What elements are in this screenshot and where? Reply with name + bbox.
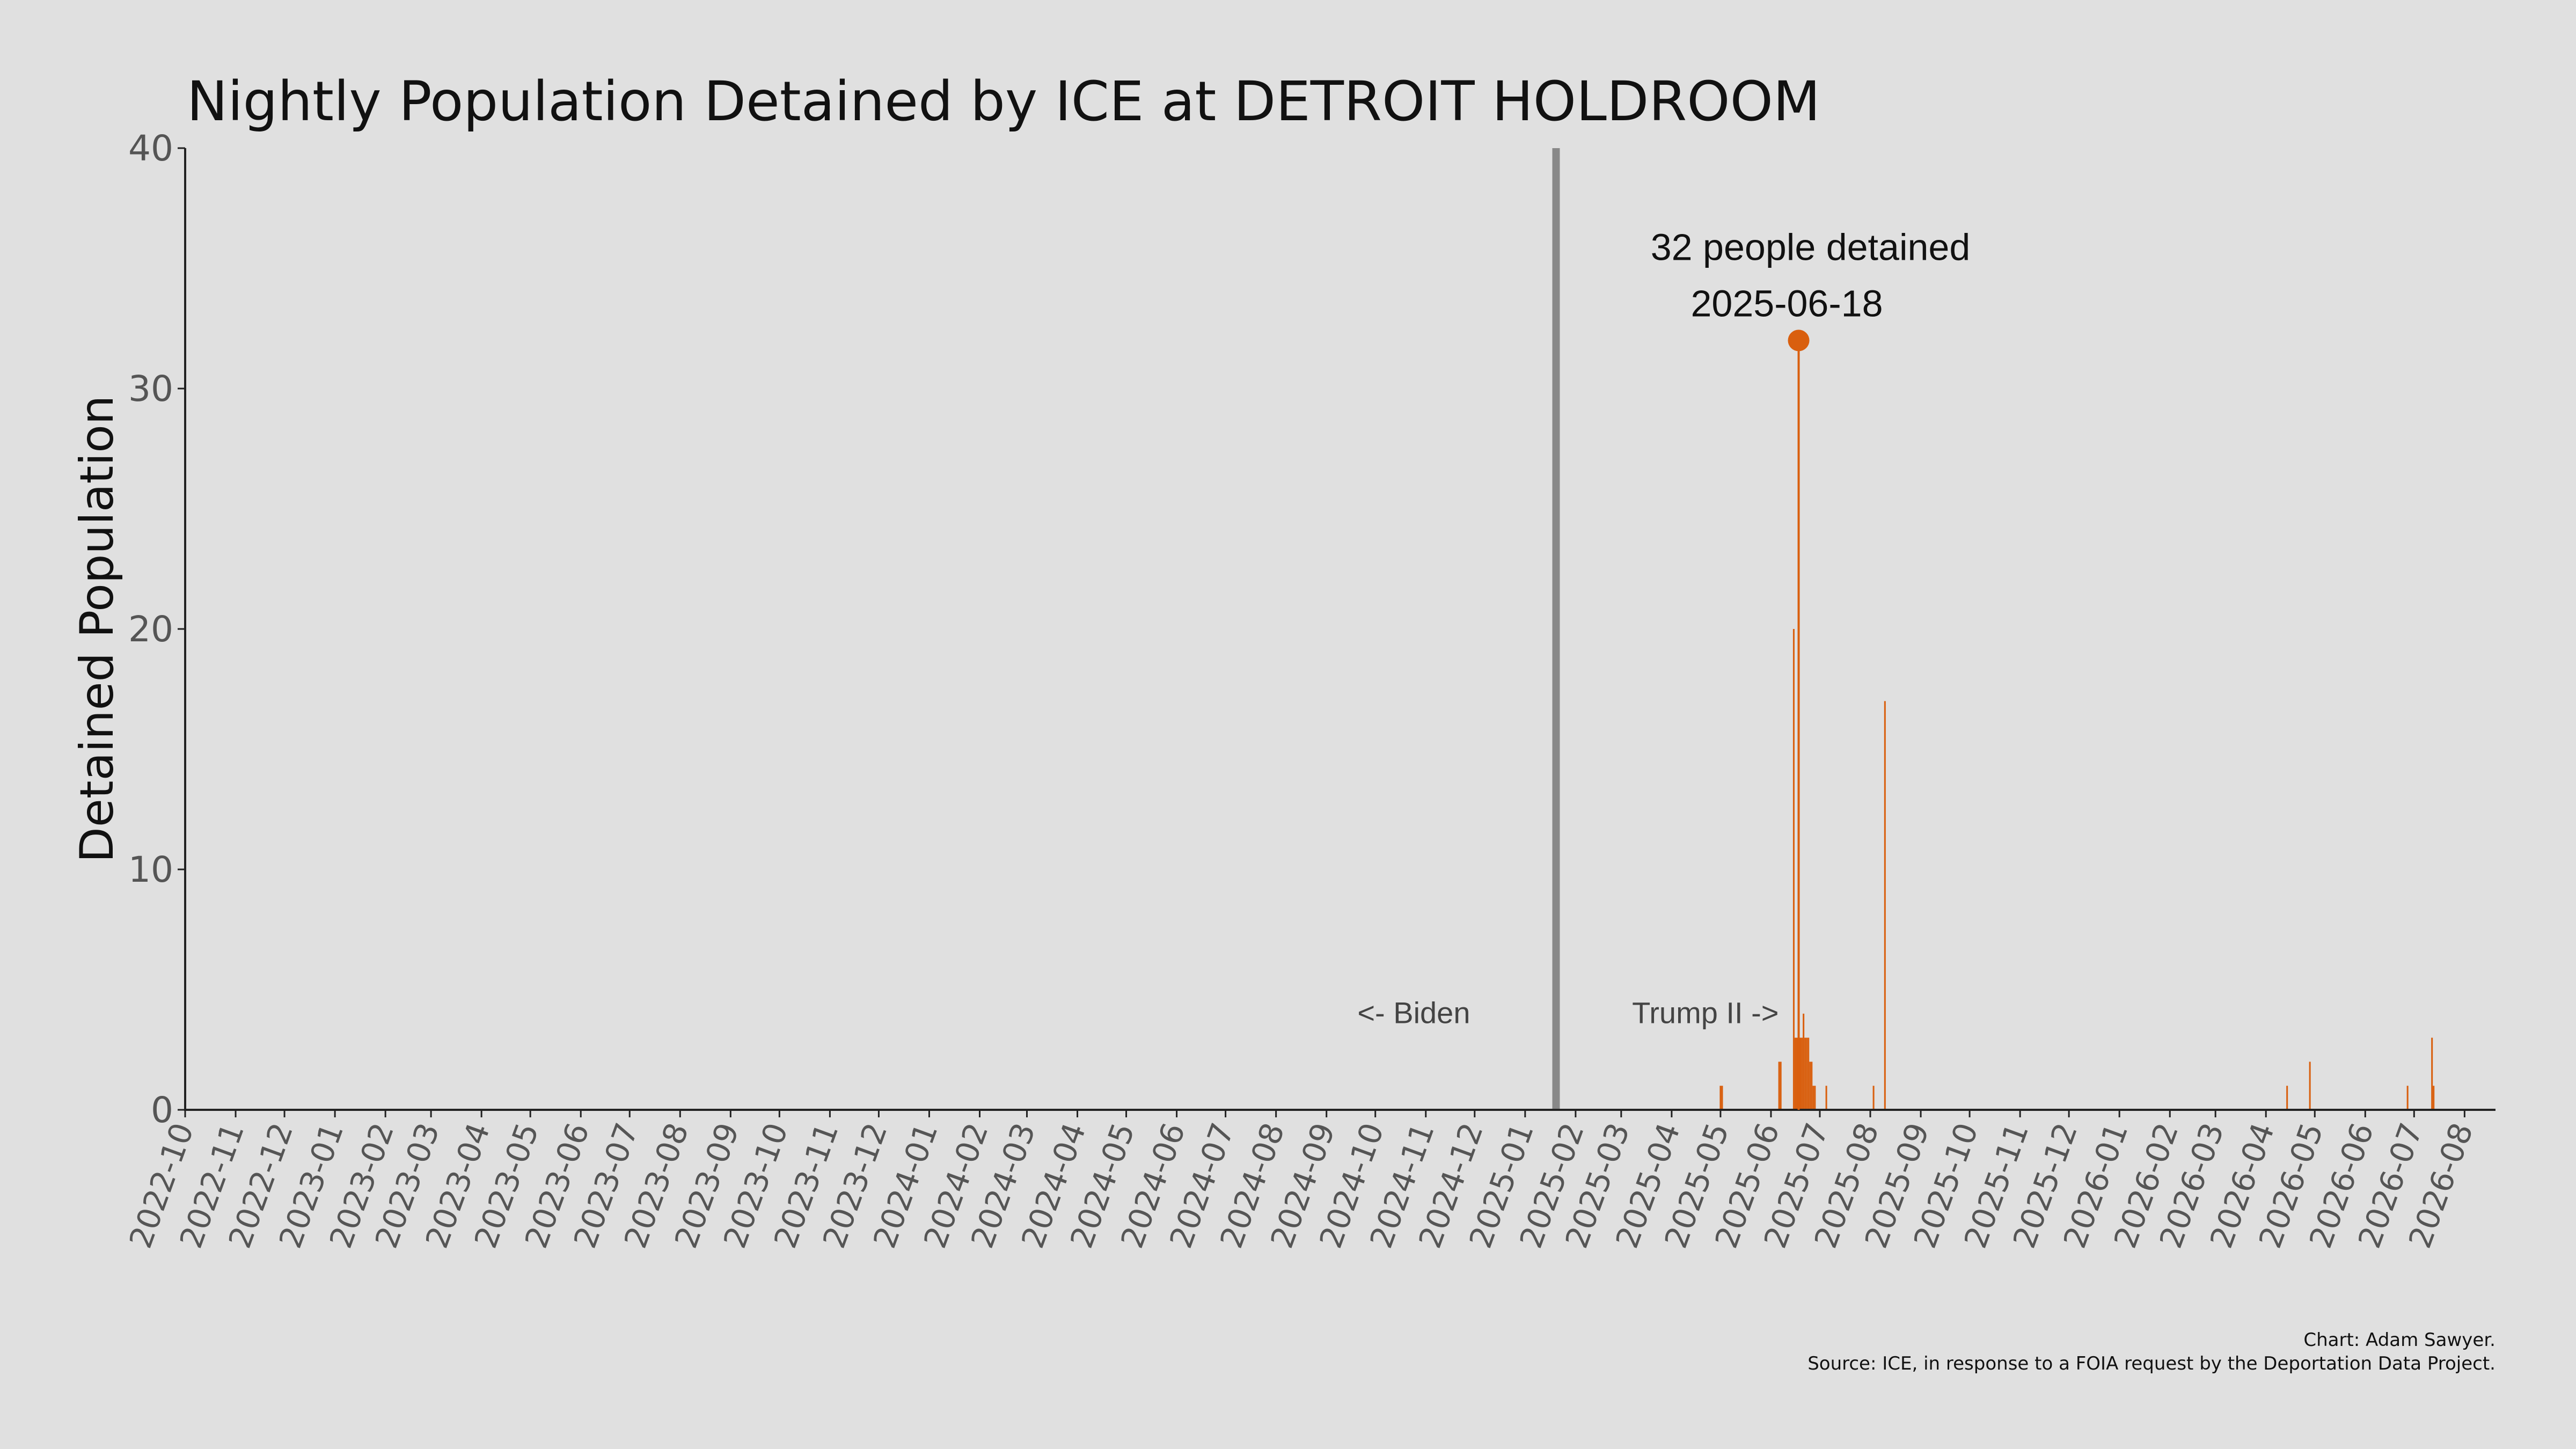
bar — [2433, 1086, 2435, 1110]
bar — [1796, 1037, 1798, 1110]
bar — [1804, 1037, 1806, 1110]
caption-author: Chart: Adam Sawyer. — [2303, 1329, 2496, 1351]
bar — [1801, 1037, 1803, 1110]
bar — [2406, 1086, 2409, 1110]
y-tick-label: 0 — [151, 1089, 173, 1131]
bar — [1825, 1086, 1827, 1110]
x-axis-ticks: 2022-102022-112022-122023-012023-022023-… — [122, 1110, 2480, 1253]
bar — [2286, 1086, 2288, 1110]
bar — [1807, 1037, 1810, 1110]
y-axis-label: Detained Population — [70, 396, 124, 863]
bar — [1719, 1086, 1722, 1110]
peak-marker — [1788, 330, 1810, 352]
bar — [1792, 629, 1795, 1110]
biden-era-label: <- Biden — [1357, 996, 1470, 1030]
y-tick-label: 20 — [128, 609, 173, 650]
trump-era-label: Trump II -> — [1632, 996, 1779, 1030]
caption-source: Source: ICE, in response to a FOIA reque… — [1807, 1353, 2496, 1374]
bar — [1884, 701, 1886, 1110]
bar — [1799, 1037, 1802, 1110]
bar — [1809, 1062, 1811, 1110]
bar — [1794, 1037, 1796, 1110]
peak-annotation-count: 32 people detained — [1651, 226, 1971, 268]
y-tick-label: 30 — [128, 368, 173, 409]
y-tick-label: 10 — [128, 849, 173, 890]
bar — [1803, 1013, 1805, 1110]
y-axis-ticks: 0 10 20 30 40 — [128, 128, 185, 1131]
y-tick-label: 40 — [128, 128, 173, 169]
peak-annotation-date: 2025-06-18 — [1690, 282, 1883, 324]
bar — [1778, 1062, 1780, 1110]
bar — [2431, 1037, 2433, 1110]
chart-title: Nightly Population Detained by ICE at DE… — [187, 70, 1820, 134]
bar — [2309, 1062, 2311, 1110]
bar — [1872, 1086, 1875, 1110]
bar — [1814, 1086, 1816, 1110]
bar — [1721, 1086, 1723, 1110]
bar — [1780, 1062, 1782, 1110]
bar — [1806, 1037, 1808, 1110]
bar — [1811, 1062, 1813, 1110]
bar — [1812, 1086, 1814, 1110]
bars — [1719, 340, 2435, 1110]
